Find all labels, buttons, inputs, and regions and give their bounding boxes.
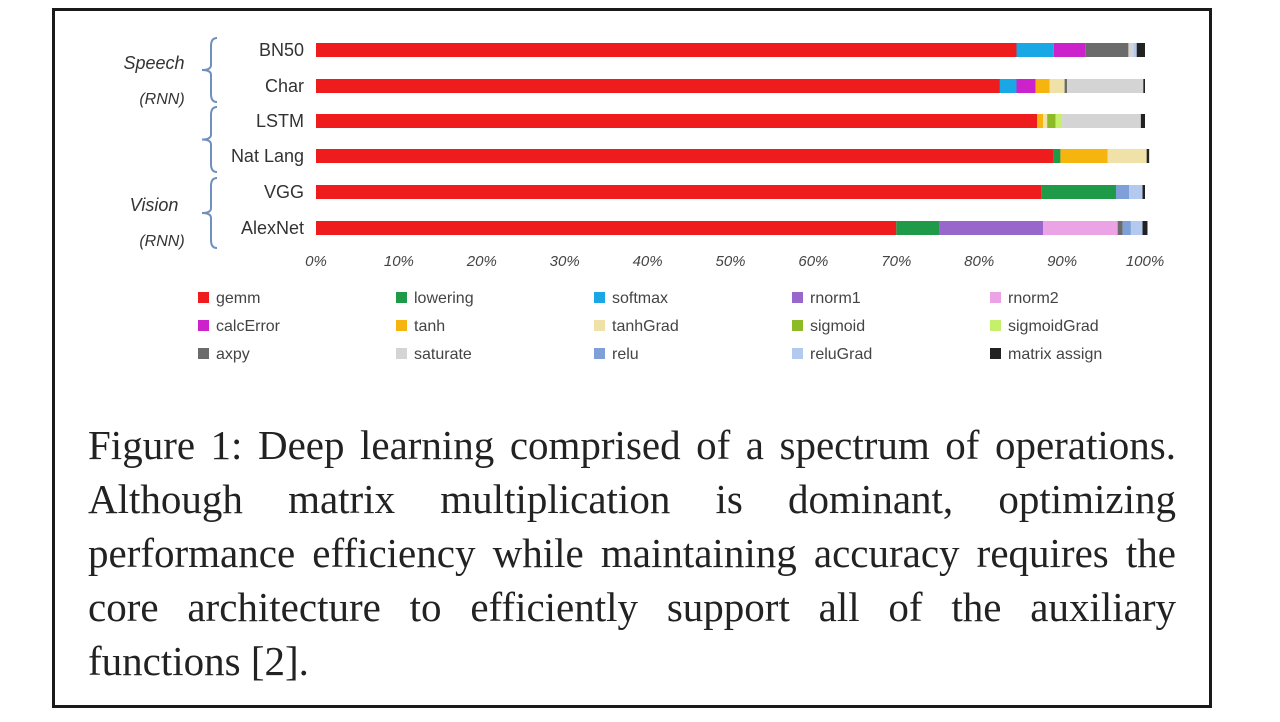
bar-segment-bn50-gemm <box>316 43 1017 57</box>
legend-label: sigmoid <box>810 318 865 335</box>
bar-segment-lstm-gemm <box>316 114 1038 128</box>
bar-segment-nat-lang-matrix-assign <box>1146 149 1150 163</box>
bar-segment-bn50-softmax <box>1016 43 1054 57</box>
category-label: BN50 <box>259 40 304 60</box>
bar-segment-bn50-reluGrad <box>1133 43 1137 57</box>
stacked-bar-chart: BN50 Char LSTM Nat Lang VGG AlexNet Speech (RNN… <box>123 37 1164 363</box>
category-label: VGG <box>264 182 304 202</box>
legend-swatch <box>594 320 605 331</box>
figure-caption: Figure 1: Deep learning comprised of a s… <box>88 422 1176 684</box>
legend-label: calcError <box>216 318 281 335</box>
x-tick-label: 50% <box>715 253 745 270</box>
bar-segment-alexnet-relu <box>1122 221 1131 235</box>
bar-segment-alexnet-matrix-assign <box>1142 221 1148 235</box>
legend-swatch <box>396 320 407 331</box>
bar-segment-lstm-tanhGrad <box>1043 114 1048 128</box>
legend-swatch <box>198 348 209 359</box>
bar-segment-bn50-axpy <box>1085 43 1129 57</box>
legend-swatch <box>396 292 407 303</box>
group-bracket <box>201 106 218 173</box>
group-bracket <box>201 177 218 249</box>
bar-segment-bn50-saturate <box>1128 43 1134 57</box>
x-tick-label: 30% <box>550 253 580 270</box>
bar-segment-vgg-lowering <box>1041 185 1116 199</box>
legend-swatch <box>594 348 605 359</box>
bar-segment-alexnet-rnorm1 <box>939 221 1044 235</box>
x-tick-label: 100% <box>1126 253 1164 270</box>
legend-label: relu <box>612 346 639 363</box>
x-tick-label: 10% <box>384 253 414 270</box>
bar-segment-char-gemm <box>316 79 1000 93</box>
bar-segment-vgg-reluGrad <box>1129 185 1143 199</box>
legend-label: rnorm1 <box>810 290 861 307</box>
legend-swatch <box>792 320 803 331</box>
group-label: Speech <box>123 53 184 73</box>
bar-segment-alexnet-reluGrad <box>1130 221 1143 235</box>
legend-swatch <box>396 348 407 359</box>
legend-label: lowering <box>414 290 474 307</box>
category-label: AlexNet <box>241 218 304 238</box>
legend-label: matrix assign <box>1008 346 1102 363</box>
bar-segment-char-calcError <box>1016 79 1036 93</box>
group-label: Vision <box>130 195 179 215</box>
legend-swatch <box>990 348 1001 359</box>
legend-label: sigmoidGrad <box>1008 318 1099 335</box>
bar-segment-vgg-relu <box>1115 185 1130 199</box>
legend-swatch <box>792 292 803 303</box>
bar-segment-char-softmax <box>999 79 1017 93</box>
legend-swatch <box>198 320 209 331</box>
legend-label: saturate <box>414 346 472 363</box>
bar-segment-char-saturate <box>1067 79 1144 93</box>
legend-swatch <box>990 320 1001 331</box>
legend-swatch <box>198 292 209 303</box>
bar-segment-lstm-matrix-assign <box>1140 114 1145 128</box>
bar-segment-nat-lang-lowering <box>1053 149 1061 163</box>
bar-segment-char-axpy <box>1064 79 1068 93</box>
bar-segment-lstm-sigmoid <box>1047 114 1056 128</box>
bar-segment-lstm-tanh <box>1037 114 1044 128</box>
legend-label: reluGrad <box>810 346 872 363</box>
bar-segment-alexnet-rnorm2 <box>1043 221 1118 235</box>
bar-segment-alexnet-lowering <box>896 221 940 235</box>
legend-label: tanh <box>414 318 445 335</box>
legend-label: gemm <box>216 290 260 307</box>
bar-segment-lstm-saturate <box>1062 114 1141 128</box>
bar-segment-alexnet-axpy <box>1117 221 1123 235</box>
legend-label: axpy <box>216 346 250 363</box>
bar-segment-bn50-calcError <box>1053 43 1086 57</box>
bar-segment-vgg-gemm <box>316 185 1042 199</box>
category-label: Nat Lang <box>231 146 304 166</box>
category-label: Char <box>265 76 304 96</box>
x-tick-label: 40% <box>633 253 663 270</box>
x-tick-label: 80% <box>964 253 994 270</box>
group-sublabel: (RNN) <box>139 91 184 108</box>
figure-frame <box>52 8 1212 708</box>
bar-segment-char-tanhGrad <box>1049 79 1065 93</box>
x-tick-label: 20% <box>466 253 497 270</box>
x-tick-label: 70% <box>881 253 911 270</box>
group-sublabel: (RNN) <box>139 233 184 250</box>
legend-label: tanhGrad <box>612 318 679 335</box>
legend-swatch <box>792 348 803 359</box>
x-tick-label: 90% <box>1047 253 1077 270</box>
x-tick-label: 0% <box>305 253 327 270</box>
legend-label: rnorm2 <box>1008 290 1059 307</box>
legend-swatch <box>990 292 1001 303</box>
group-bracket <box>201 37 218 103</box>
bar-segment-char-tanh <box>1035 79 1050 93</box>
bar-segment-char-matrix-assign <box>1143 79 1145 93</box>
bar-segment-nat-lang-gemm <box>316 149 1054 163</box>
bar-segment-nat-lang-tanhGrad <box>1107 149 1147 163</box>
legend-label: softmax <box>612 290 668 307</box>
bar-segment-vgg-matrix-assign <box>1142 185 1145 199</box>
bar-segment-nat-lang-tanh <box>1060 149 1108 163</box>
x-tick-label: 60% <box>798 253 828 270</box>
category-label: LSTM <box>256 111 304 131</box>
bar-segment-lstm-sigmoidGrad <box>1055 114 1063 128</box>
legend-swatch <box>594 292 605 303</box>
bar-segment-alexnet-gemm <box>316 221 897 235</box>
bar-segment-bn50-matrix-assign <box>1136 43 1145 57</box>
